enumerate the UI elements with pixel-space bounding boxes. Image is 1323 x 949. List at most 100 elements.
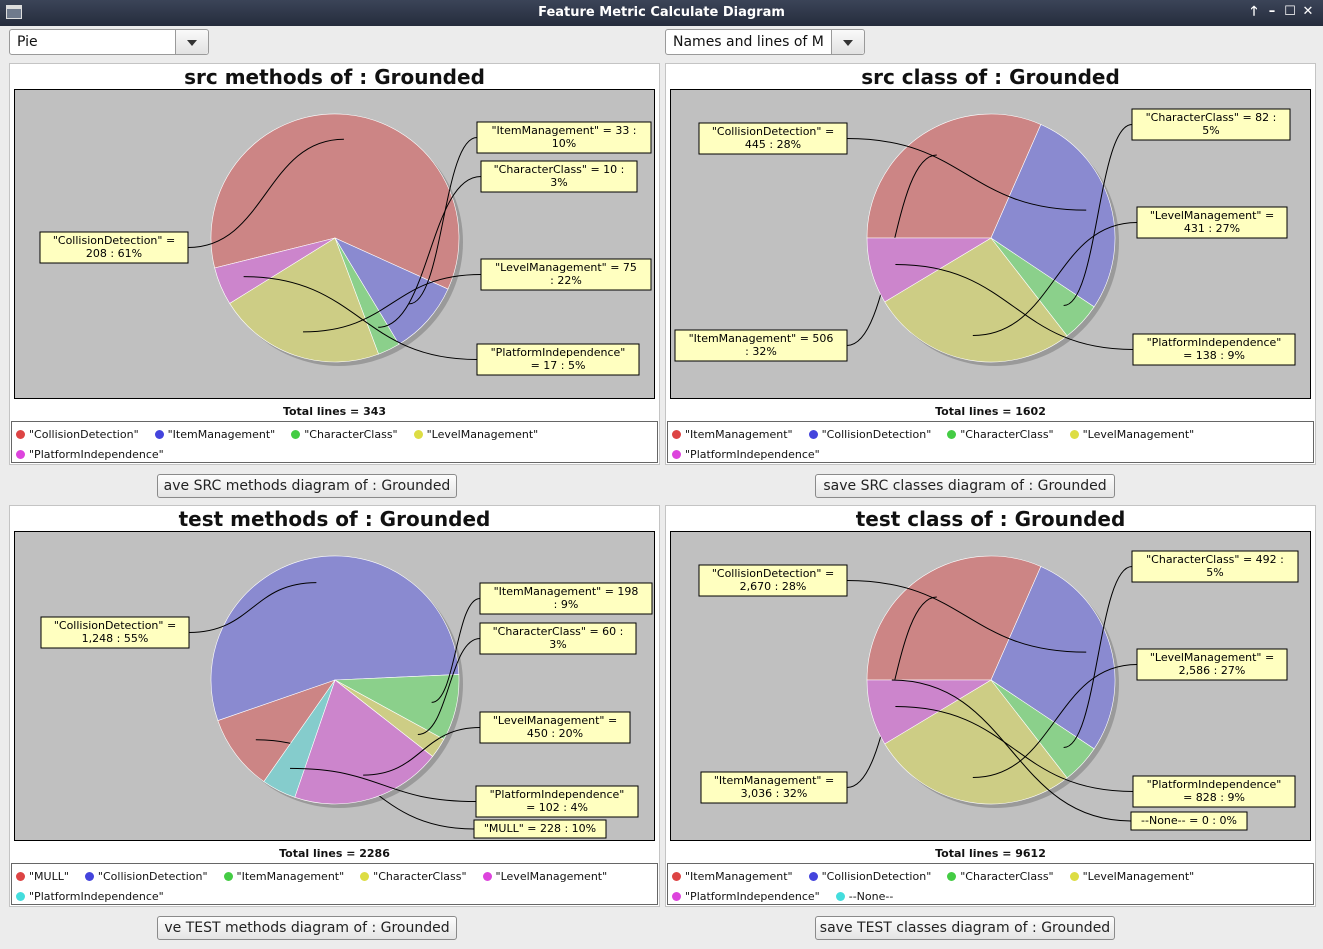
slice-label: "LevelManagement" = bbox=[1150, 209, 1274, 222]
slice-label: "ItemManagement" = 33 : bbox=[491, 124, 636, 137]
save-src-classes-button[interactable]: save SRC classes diagram of : Grounded bbox=[815, 474, 1115, 498]
legend-swatch-icon bbox=[85, 872, 94, 881]
slice-label: "LevelManagement" = bbox=[1150, 651, 1274, 664]
chart-legend: "ItemManagement" "CollisionDetection" "Cha… bbox=[667, 421, 1314, 463]
legend-label: "PlatformIndependence" bbox=[685, 890, 820, 903]
legend-item: "CharacterClass" bbox=[947, 867, 1053, 887]
legend-item: "ItemManagement" bbox=[672, 425, 793, 445]
slice-label: "CollisionDetection" = bbox=[712, 125, 834, 138]
legend-item: "LevelManagement" bbox=[1070, 425, 1195, 445]
slice-label: "PlatformIndependence" bbox=[491, 346, 626, 359]
legend-label: "CharacterClass" bbox=[373, 870, 466, 883]
total-lines: Total lines = 9612 bbox=[666, 847, 1315, 860]
legend-swatch-icon bbox=[16, 450, 25, 459]
legend-swatch-icon bbox=[947, 872, 956, 881]
window-title: Feature Metric Calculate Diagram bbox=[0, 5, 1323, 20]
legend-item: "ItemManagement" bbox=[672, 867, 793, 887]
legend-label: "CollisionDetection" bbox=[822, 870, 932, 883]
slice-label: 445 : 28% bbox=[745, 138, 801, 151]
window-titlebar: Feature Metric Calculate Diagram 🡑 – ☐ ✕ bbox=[0, 0, 1323, 26]
keep-above-icon[interactable]: 🡑 bbox=[1246, 3, 1262, 21]
slice-label: = 17 : 5% bbox=[531, 359, 586, 372]
legend-label: "LevelManagement" bbox=[1083, 870, 1195, 883]
legend-label: --None-- bbox=[849, 890, 894, 903]
chart-legend: "MULL" "CollisionDetection" "ItemManagemen… bbox=[11, 863, 658, 905]
slice-label: "CharacterClass" = 10 : bbox=[494, 163, 625, 176]
slice-label: = 102 : 4% bbox=[526, 801, 588, 814]
slice-label: = 828 : 9% bbox=[1183, 791, 1245, 804]
chart-type-select[interactable]: Pie bbox=[9, 29, 209, 55]
slice-label: "ItemManagement" = bbox=[714, 774, 834, 787]
pie-chart-svg: "CollisionDetection" =208 : 61%"ItemMana… bbox=[15, 90, 654, 398]
legend-label: "ItemManagement" bbox=[685, 870, 793, 883]
legend-swatch-icon bbox=[836, 892, 845, 901]
legend-swatch-icon bbox=[1070, 872, 1079, 881]
slice-label: 10% bbox=[552, 137, 576, 150]
legend-item: "LevelManagement" bbox=[1070, 867, 1195, 887]
chart-title: test methods of : Grounded bbox=[10, 507, 659, 531]
legend-label: "ItemManagement" bbox=[168, 428, 276, 441]
legend-item: "CollisionDetection" bbox=[809, 425, 932, 445]
pie-plot-area: "ItemManagement" = 506: 32% "CollisionDet… bbox=[670, 89, 1311, 399]
slice-label: "PlatformIndependence" bbox=[1147, 336, 1282, 349]
legend-swatch-icon bbox=[16, 430, 25, 439]
slice-label: 2,586 : 27% bbox=[1179, 664, 1246, 677]
slice-label: "CharacterClass" = 492 : bbox=[1146, 553, 1284, 566]
save-test-classes-button[interactable]: save TEST classes diagram of : Grounded bbox=[815, 916, 1115, 940]
legend-item: "CharacterClass" bbox=[947, 425, 1053, 445]
legend-swatch-icon bbox=[483, 872, 492, 881]
slice-label: "CollisionDetection" = bbox=[53, 234, 175, 247]
legend-label: "PlatformIndependence" bbox=[29, 890, 164, 903]
minimize-icon[interactable]: – bbox=[1264, 3, 1280, 21]
legend-item: "CharacterClass" bbox=[360, 867, 466, 887]
save-test-methods-button[interactable]: ve TEST methods diagram of : Grounded bbox=[157, 916, 457, 940]
pie-plot-area: "ItemManagement" = 3,036 : 32% "CollisionD… bbox=[670, 531, 1311, 841]
legend-item: "CollisionDetection" bbox=[16, 425, 139, 445]
legend-label: "CharacterClass" bbox=[304, 428, 397, 441]
chart-title: test class of : Grounded bbox=[666, 507, 1315, 531]
legend-item: "PlatformIndependence" bbox=[16, 445, 164, 465]
legend-item: "CharacterClass" bbox=[291, 425, 397, 445]
legend-item: "ItemManagement" bbox=[224, 867, 345, 887]
chevron-down-icon[interactable] bbox=[175, 30, 208, 54]
legend-item: "PlatformIndependence" bbox=[672, 445, 820, 465]
legend-label: "ItemManagement" bbox=[685, 428, 793, 441]
legend-label: "ItemManagement" bbox=[237, 870, 345, 883]
slice-label: 3% bbox=[550, 176, 567, 189]
pie-plot-area: "CollisionDetection" = 208 : 61% "ItemMana… bbox=[14, 89, 655, 399]
legend-item: "PlatformIndependence" bbox=[16, 887, 164, 907]
chevron-down-icon[interactable] bbox=[831, 30, 864, 54]
legend-label: "PlatformIndependence" bbox=[29, 448, 164, 461]
close-icon[interactable]: ✕ bbox=[1300, 3, 1316, 21]
pie-chart-svg: "ItemManagement" =3,036 : 32%"CollisionD… bbox=[671, 532, 1310, 840]
metric-select[interactable]: Names and lines of M bbox=[665, 29, 865, 55]
legend-label: "CharacterClass" bbox=[960, 870, 1053, 883]
legend-item: "MULL" bbox=[16, 867, 69, 887]
chart-legend: "CollisionDetection" "ItemManagement" "Cha… bbox=[11, 421, 658, 463]
total-lines: Total lines = 343 bbox=[10, 405, 659, 418]
pie-plot-area: "MULL" = 228 : 10% "CollisionDetection" =… bbox=[14, 531, 655, 841]
legend-label: "CollisionDetection" bbox=[29, 428, 139, 441]
slice-label: "ItemManagement" = 198 bbox=[494, 585, 639, 598]
legend-swatch-icon bbox=[809, 872, 818, 881]
legend-swatch-icon bbox=[16, 892, 25, 901]
legend-swatch-icon bbox=[291, 430, 300, 439]
legend-swatch-icon bbox=[155, 430, 164, 439]
legend-label: "PlatformIndependence" bbox=[685, 448, 820, 461]
slice-label: "PlatformIndependence" bbox=[1147, 778, 1282, 791]
slice-label: = 138 : 9% bbox=[1183, 349, 1245, 362]
save-src-methods-button[interactable]: ave SRC methods diagram of : Grounded bbox=[157, 474, 457, 498]
legend-swatch-icon bbox=[809, 430, 818, 439]
slice-label: 431 : 27% bbox=[1184, 222, 1240, 235]
maximize-icon[interactable]: ☐ bbox=[1282, 3, 1298, 21]
legend-item: "CollisionDetection" bbox=[809, 867, 932, 887]
legend-swatch-icon bbox=[672, 892, 681, 901]
slice-label: : 22% bbox=[550, 274, 582, 287]
legend-label: "LevelManagement" bbox=[1083, 428, 1195, 441]
chart-title: src class of : Grounded bbox=[666, 65, 1315, 89]
panel-src-methods: src methods of : Grounded "CollisionDete… bbox=[9, 63, 660, 465]
total-lines: Total lines = 2286 bbox=[10, 847, 659, 860]
slice-label: "LevelManagement" = bbox=[493, 714, 617, 727]
legend-swatch-icon bbox=[16, 872, 25, 881]
slice-label: "CollisionDetection" = bbox=[54, 619, 176, 632]
